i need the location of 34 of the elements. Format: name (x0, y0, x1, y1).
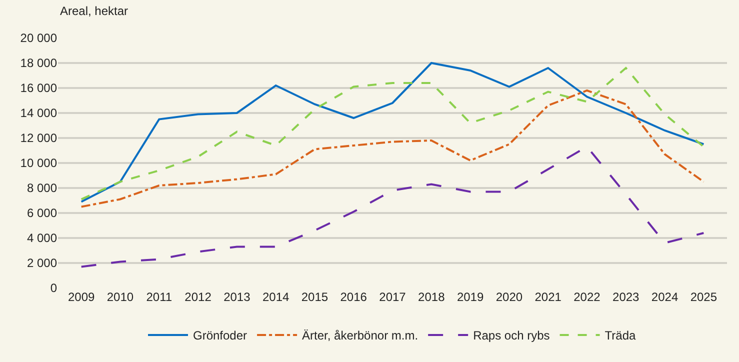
y-tick-label: 8 000 (26, 181, 58, 196)
x-tick-label: 2013 (224, 290, 251, 304)
x-tick-label: 2021 (534, 290, 562, 304)
y-tick-label: 18 000 (20, 56, 58, 70)
legend-label: Träda (604, 328, 636, 343)
x-tick-label: 2023 (612, 290, 640, 304)
y-tick-label: 2 000 (26, 256, 58, 270)
x-tick-label: 2015 (301, 290, 328, 304)
x-tick-label: 2020 (496, 290, 523, 304)
x-tick-label: 2009 (68, 290, 96, 304)
y-tick-label: 16 000 (20, 81, 58, 96)
y-tick-label: 20 000 (20, 31, 58, 46)
y-tick-label: 0 (50, 281, 58, 296)
x-tick-label: 2025 (690, 290, 718, 304)
legend-label: Ärter, åkerbönor m.m. (302, 328, 418, 343)
y-tick-label: 10 000 (20, 156, 58, 170)
x-tick-label: 2010 (106, 290, 134, 304)
x-tick-label: 2016 (340, 290, 368, 304)
x-tick-label: 2024 (651, 290, 678, 304)
line-series (80, 90, 705, 208)
y-axis-title: Areal, hektar (60, 4, 128, 18)
y-tick-label: 12 000 (20, 131, 58, 146)
legend-label: Raps och rybs (473, 328, 550, 343)
x-tick-label: 2011 (146, 290, 172, 304)
x-tick-label: 2019 (456, 290, 484, 304)
y-tick-label: 6 000 (26, 206, 58, 220)
x-tick-label: 2022 (574, 290, 601, 304)
x-tick-label: 2017 (379, 290, 406, 304)
y-tick-label: 14 000 (20, 106, 58, 120)
y-tick-label: 4 000 (26, 231, 58, 246)
x-tick-label: 2012 (184, 290, 212, 304)
x-tick-label: 2014 (262, 290, 290, 304)
x-tick-label: 2018 (418, 290, 446, 304)
legend-label: Grönfoder (193, 328, 248, 343)
